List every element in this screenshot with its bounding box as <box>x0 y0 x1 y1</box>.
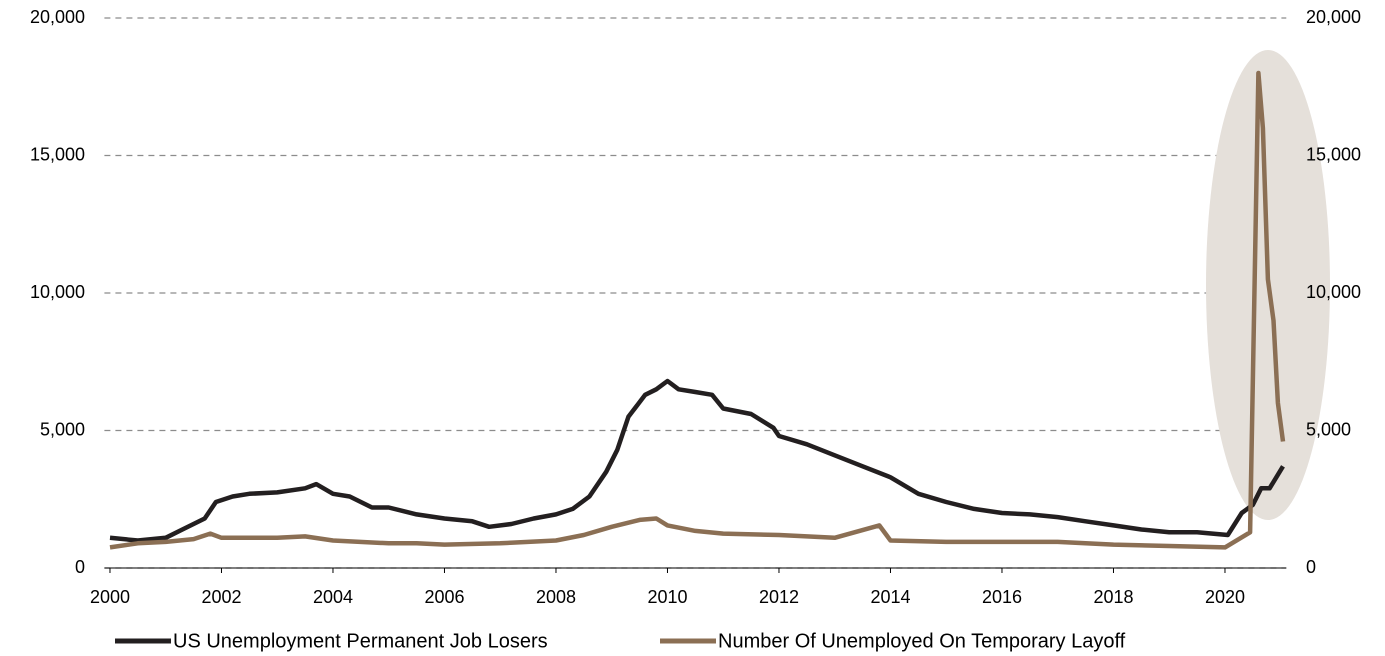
y2-tick-label: 15,000 <box>1306 144 1361 164</box>
legend-label: Number Of Unemployed On Temporary Layoff <box>718 630 1126 652</box>
x-tick-label: 2002 <box>201 587 241 607</box>
x-tick-label: 2000 <box>90 587 130 607</box>
y-tick-label: 15,000 <box>30 144 85 164</box>
y-tick-label: 0 <box>75 557 85 577</box>
y2-tick-label: 20,000 <box>1306 7 1361 27</box>
x-tick-label: 2018 <box>1093 587 1133 607</box>
x-tick-label: 2008 <box>536 587 576 607</box>
series-line <box>109 378 1285 543</box>
x-tick-label: 2012 <box>759 587 799 607</box>
y2-tick-label: 0 <box>1306 557 1316 577</box>
x-tick-label: 2016 <box>982 587 1022 607</box>
x-tick-label: 2020 <box>1205 587 1245 607</box>
y2-tick-label: 5,000 <box>1306 419 1351 439</box>
series-line <box>109 70 1286 550</box>
y2-tick-label: 10,000 <box>1306 282 1361 302</box>
legend-label: US Unemployment Permanent Job Losers <box>173 630 548 652</box>
y-tick-label: 10,000 <box>30 282 85 302</box>
y-tick-label: 5,000 <box>40 419 85 439</box>
x-tick-label: 2014 <box>870 587 910 607</box>
x-tick-label: 2006 <box>424 587 464 607</box>
x-tick-label: 2010 <box>647 587 687 607</box>
y-tick-label: 20,000 <box>30 7 85 27</box>
x-tick-label: 2004 <box>313 587 353 607</box>
